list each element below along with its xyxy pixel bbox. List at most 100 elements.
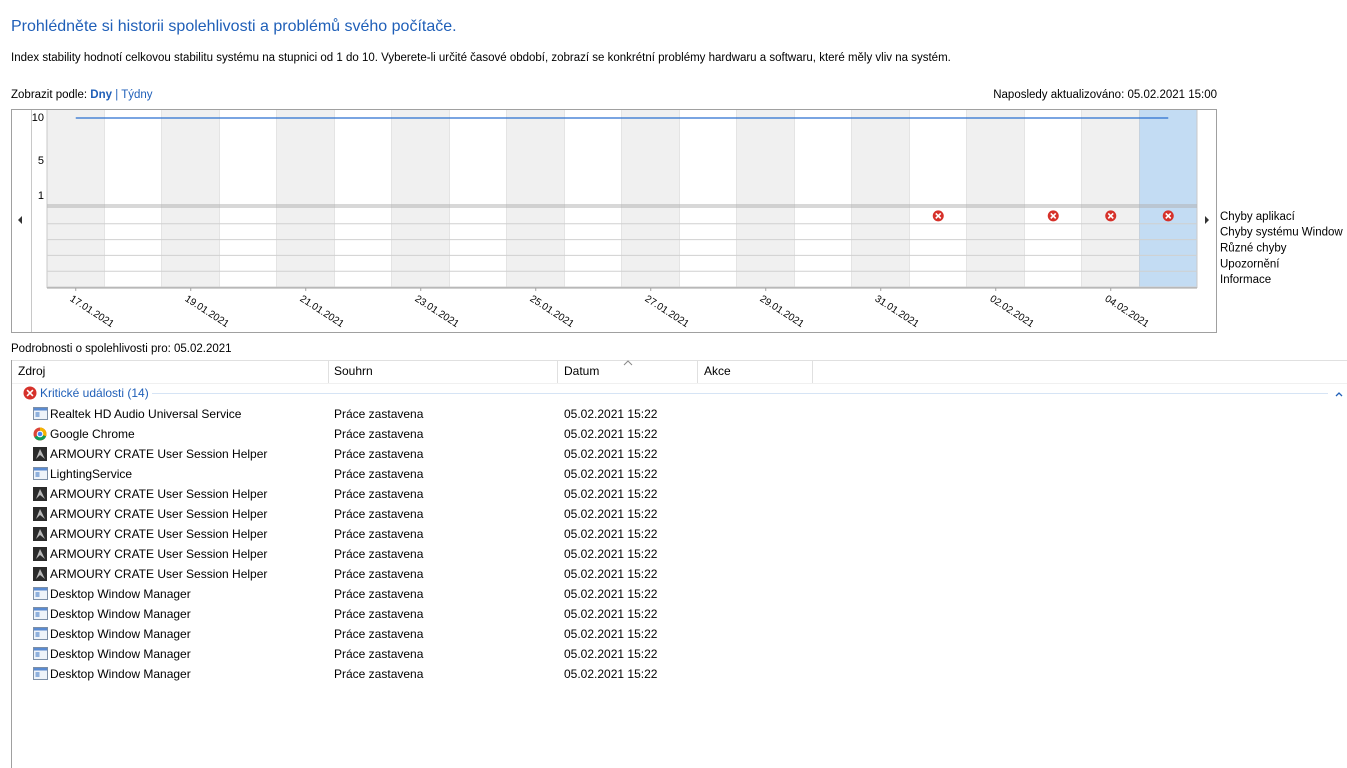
app-icon-part: [36, 549, 45, 559]
day-column[interactable]: [1082, 110, 1140, 288]
day-column[interactable]: [852, 110, 910, 288]
scroll-left[interactable]: [18, 216, 22, 224]
column-header[interactable]: Souhrn: [334, 364, 373, 378]
day-column[interactable]: [909, 110, 968, 288]
day-column[interactable]: [564, 110, 623, 288]
error-icon: [1162, 210, 1174, 222]
cell: ARMOURY CRATE User Session Helper: [50, 567, 267, 581]
cell: Práce zastavena: [334, 647, 424, 661]
cell: Desktop Window Manager: [50, 587, 191, 601]
table-row[interactable]: Desktop Window Manager Práce zastavena 05.…: [33, 627, 658, 641]
sort-arrow: [623, 360, 633, 366]
cell: 05.02.2021 15:22: [564, 547, 658, 561]
table-row[interactable]: ARMOURY CRATE User Session Helper Práce z…: [33, 507, 658, 521]
day-column[interactable]: [507, 110, 565, 288]
day-column[interactable]: [794, 110, 853, 288]
day-column[interactable]: [392, 110, 450, 288]
cell: Práce zastavena: [334, 447, 424, 461]
cell: Realtek HD Audio Universal Service: [50, 407, 242, 421]
app-icon-bar: [34, 628, 47, 631]
app-icon-bar: [34, 668, 47, 671]
app-icon-bar: [34, 608, 47, 611]
table-row[interactable]: Desktop Window Manager Práce zastavena 05.…: [33, 587, 658, 601]
table-row[interactable]: Desktop Window Manager Práce zastavena 05.…: [33, 607, 658, 621]
app-icon-part: [35, 672, 40, 677]
day-column[interactable]: [967, 110, 1025, 288]
cell: Práce zastavena: [334, 527, 424, 541]
cell: 05.02.2021 15:22: [564, 607, 658, 621]
scroll-right[interactable]: [1205, 216, 1209, 224]
view-switch: Zobrazit podle: Dny | Týdny: [11, 89, 153, 101]
cell: Google Chrome: [50, 427, 135, 441]
column-header[interactable]: Zdroj: [18, 364, 45, 378]
app-icon-part: [36, 509, 45, 519]
cell: ARMOURY CRATE User Session Helper: [50, 547, 267, 561]
column-header[interactable]: Datum: [564, 364, 599, 378]
group-collapse[interactable]: [1335, 392, 1343, 397]
day-column[interactable]: [47, 110, 105, 288]
table-row[interactable]: ARMOURY CRATE User Session Helper Práce z…: [33, 447, 658, 461]
app-icon-bar: [34, 408, 47, 411]
view-weeks[interactable]: Týdny: [121, 89, 153, 101]
details-table: Zdroj Souhrn Datum Akce Kritické události (1…: [18, 361, 1343, 681]
cell: Práce zastavena: [334, 587, 424, 601]
cell: Práce zastavena: [334, 487, 424, 501]
error-cross: [26, 389, 34, 397]
column-header[interactable]: Akce: [704, 364, 731, 378]
app-icon-bar: [34, 468, 47, 471]
cell: ARMOURY CRATE User Session Helper: [50, 507, 267, 521]
cell: Práce zastavena: [334, 467, 424, 481]
app-icon-part: [35, 632, 40, 637]
cell: 05.02.2021 15:22: [564, 447, 658, 461]
view-separator: |: [115, 89, 118, 101]
day-column[interactable]: [622, 110, 680, 288]
table-row[interactable]: ARMOURY CRATE User Session Helper Práce z…: [33, 487, 658, 501]
day-column[interactable]: [334, 110, 393, 288]
table-row[interactable]: Google Chrome Práce zastavena 05.02.2021 1…: [33, 427, 658, 441]
group-label[interactable]: Kritické události (14): [40, 386, 149, 400]
cell: Desktop Window Manager: [50, 627, 191, 641]
cell: Práce zastavena: [334, 407, 424, 421]
view-days[interactable]: Dny: [90, 89, 112, 101]
error-icon: [1105, 210, 1117, 222]
cell: Desktop Window Manager: [50, 667, 191, 681]
cell: 05.02.2021 15:22: [564, 627, 658, 641]
table-row[interactable]: LightingService Práce zastavena 05.02.2021…: [33, 467, 658, 481]
day-column[interactable]: [219, 110, 278, 288]
cell: Práce zastavena: [334, 667, 424, 681]
app-icon-part: [35, 652, 40, 657]
table-row[interactable]: ARMOURY CRATE User Session Helper Práce z…: [33, 547, 658, 561]
day-column[interactable]: [1024, 110, 1083, 288]
day-column[interactable]: [449, 110, 508, 288]
app-icon-part: [35, 592, 40, 597]
day-column[interactable]: [162, 110, 220, 288]
table-row[interactable]: ARMOURY CRATE User Session Helper Práce z…: [33, 527, 658, 541]
app-icon-bar: [34, 588, 47, 591]
cell: 05.02.2021 15:22: [564, 467, 658, 481]
day-column[interactable]: [277, 110, 335, 288]
table-row[interactable]: Realtek HD Audio Universal Service Práce …: [33, 407, 658, 421]
description: Index stability hodnotí celkovou stabili…: [11, 52, 951, 64]
day-column[interactable]: [737, 110, 795, 288]
table-row[interactable]: Desktop Window Manager Práce zastavena 05.…: [33, 667, 658, 681]
day-column[interactable]: [1139, 110, 1198, 288]
cell: 05.02.2021 15:22: [564, 487, 658, 501]
row-label: Upozornění: [1220, 258, 1280, 270]
table-row[interactable]: Desktop Window Manager Práce zastavena 05.…: [33, 647, 658, 661]
cell: 05.02.2021 15:22: [564, 407, 658, 421]
y-tick-label: 5: [38, 155, 44, 167]
app-icon-part: [35, 412, 40, 417]
day-column[interactable]: [679, 110, 738, 288]
error-icon: [23, 386, 37, 400]
row-label: Informace: [1220, 274, 1271, 286]
day-column[interactable]: [104, 110, 163, 288]
app-icon-bar: [34, 648, 47, 651]
cell: 05.02.2021 15:22: [564, 567, 658, 581]
row-label: Různé chyby: [1220, 243, 1287, 255]
app-icon-part: [35, 472, 40, 477]
table-row[interactable]: ARMOURY CRATE User Session Helper Práce z…: [33, 567, 658, 581]
cell: ARMOURY CRATE User Session Helper: [50, 447, 267, 461]
cell: ARMOURY CRATE User Session Helper: [50, 527, 267, 541]
